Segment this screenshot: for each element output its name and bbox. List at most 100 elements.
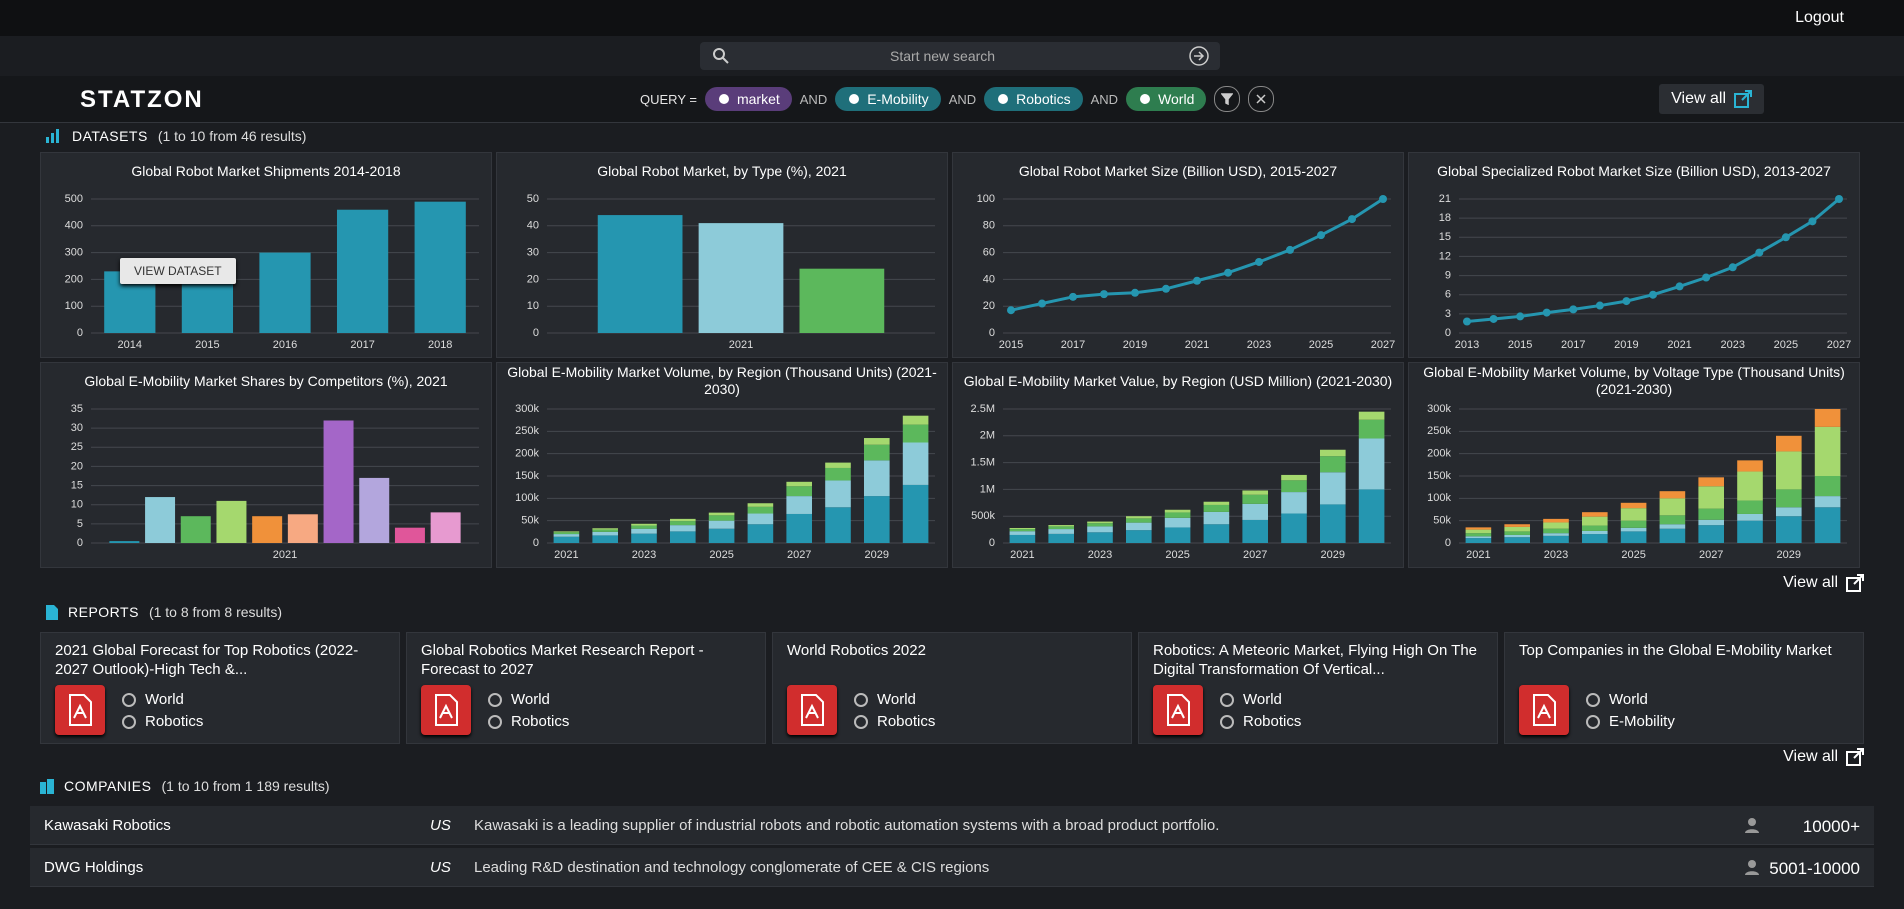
bar-segment [1465,533,1492,537]
clear-button-glyph [1256,94,1266,104]
y-tick-label: 30 [527,247,539,259]
bar [430,512,461,543]
bar-segment [1581,534,1608,543]
report-card[interactable]: World Robotics 2022 World Robotics [772,632,1132,744]
report-card[interactable]: Top Companies in the Global E-Mobility M… [1504,632,1864,744]
bar-segment [747,524,774,543]
y-tick-label: 30 [71,422,83,434]
bar-segment [902,442,929,485]
topic-icon-shape [488,714,502,729]
report-card[interactable]: 2021 Global Forecast for Top Robotics (2… [40,632,400,744]
chart-title: Global E-Mobility Market Volume, by Volt… [1423,364,1845,397]
bar-segment [1465,538,1492,543]
bar-segment [863,438,890,445]
company-description: Kawasaki is a leading supplier of indust… [474,817,1220,834]
view-all-button[interactable]: View all [1783,748,1864,766]
bar-segment [1319,449,1346,457]
bar-segment [825,462,851,468]
company-row[interactable]: DWG Holdings US Leading R&D destination an… [30,848,1874,887]
bar-segment [1620,502,1647,509]
bar-segment [708,528,735,543]
bar-segment [1737,513,1763,521]
external-link-icon [1734,90,1752,108]
point [1286,245,1294,254]
employees-icon-body [1745,829,1759,833]
topic-label: Robotics [1243,713,1302,730]
bar-segment [1737,520,1763,543]
region-label: World [1609,691,1648,708]
x-tick-label: 2017 [1561,339,1585,351]
x-tick-label: 2015 [1508,339,1532,351]
bar-segment [1659,491,1686,499]
point [1463,317,1471,326]
chart: 0 50k 100k 150k 200k 250k 300k 2021 2023 2025 2027… [1427,403,1847,561]
view-dataset-button[interactable]: VIEW DATASET [120,258,236,284]
search-box[interactable]: Start new search [700,42,1220,70]
bar-segment [669,521,696,526]
y-tick-label: 18 [1439,212,1451,224]
search-submit[interactable] [1188,45,1210,67]
point [1489,314,1498,323]
y-tick-label: 1M [980,483,995,495]
bar-segment [863,460,890,497]
query-chip[interactable]: Robotics [984,87,1083,111]
pdf-glyph-shape [435,694,458,726]
section-title: DATASETS [72,128,148,144]
y-tick-label: 9 [1445,269,1451,281]
logo[interactable]: STATZON [80,86,204,113]
bar-segment [1698,519,1725,526]
point [1781,233,1790,242]
filter-button[interactable] [1214,86,1241,112]
bar-segment [631,528,657,534]
bar-segment [902,424,929,443]
report-topic: Robotics [121,713,203,730]
bar-segment [1504,524,1531,527]
query-chip[interactable]: E-Mobility [835,87,941,111]
chart: 0 50k 100k 150k 200k 250k 300k 2021 2023 2025 2027… [515,403,935,561]
logout-button[interactable]: Logout [1795,9,1844,26]
chart-card: Global E-Mobility Market Volume, by Regi… [496,362,948,568]
y-tick-label: 0 [989,537,995,549]
y-tick-label: 6 [1445,289,1451,301]
query-term: E-Mobility [867,91,929,107]
view-all-button[interactable]: View all [1659,84,1764,114]
topic-icon-shape [122,714,136,729]
chart-card: Global Specialized Robot Market Size (Bi… [1408,152,1860,358]
x-tick-label: 2029 [865,549,889,561]
query-chip[interactable]: World [1126,87,1207,111]
report-card[interactable]: Robotics: A Meteoric Market, Flying High… [1138,632,1498,744]
bar-segment [1581,516,1608,526]
y-tick-label: 0 [989,327,995,339]
section-title: COMPANIES [64,778,152,794]
bar-segment [1203,524,1230,543]
bar-segment [1465,529,1492,534]
report-region: World [487,691,550,708]
bar-segment [631,525,657,529]
pdf-glyph-mark [1537,703,1551,719]
bar-segment [747,506,774,514]
view-all-button[interactable]: View all [1783,574,1864,592]
y-tick-label: 200k [1427,448,1451,460]
x-tick-label: 2021 [273,549,297,561]
x-tick-label: 2025 [1309,339,1333,351]
query-chip[interactable]: market [704,87,792,111]
point [1516,312,1525,321]
company-name: DWG Holdings [44,859,144,876]
report-card[interactable]: Global Robotics Market Research Report -… [406,632,766,744]
bar-segment [1775,451,1802,490]
clear-button[interactable] [1248,86,1275,112]
chart: 0 10 20 30 40 50 2021 [527,193,935,351]
section-title: REPORTS [68,604,139,620]
pdf-glyph [801,694,824,726]
bar-segment [1358,411,1385,420]
company-row[interactable]: Kawasaki Robotics US Kawasaki is a leading… [30,806,1874,845]
pdf-icon [55,685,105,735]
y-tick-label: 50k [521,515,539,527]
x-tick-label: 2025 [1621,549,1645,561]
bar-segment [1087,526,1113,533]
chart: 0 20 40 60 80 100 2015 2017 2019 2021 2023 2025 2027 [977,193,1396,351]
bar-segment [1581,530,1608,535]
bar-segment [1737,500,1763,514]
y-tick-label: 0 [533,327,539,339]
bar-segment [902,484,929,543]
